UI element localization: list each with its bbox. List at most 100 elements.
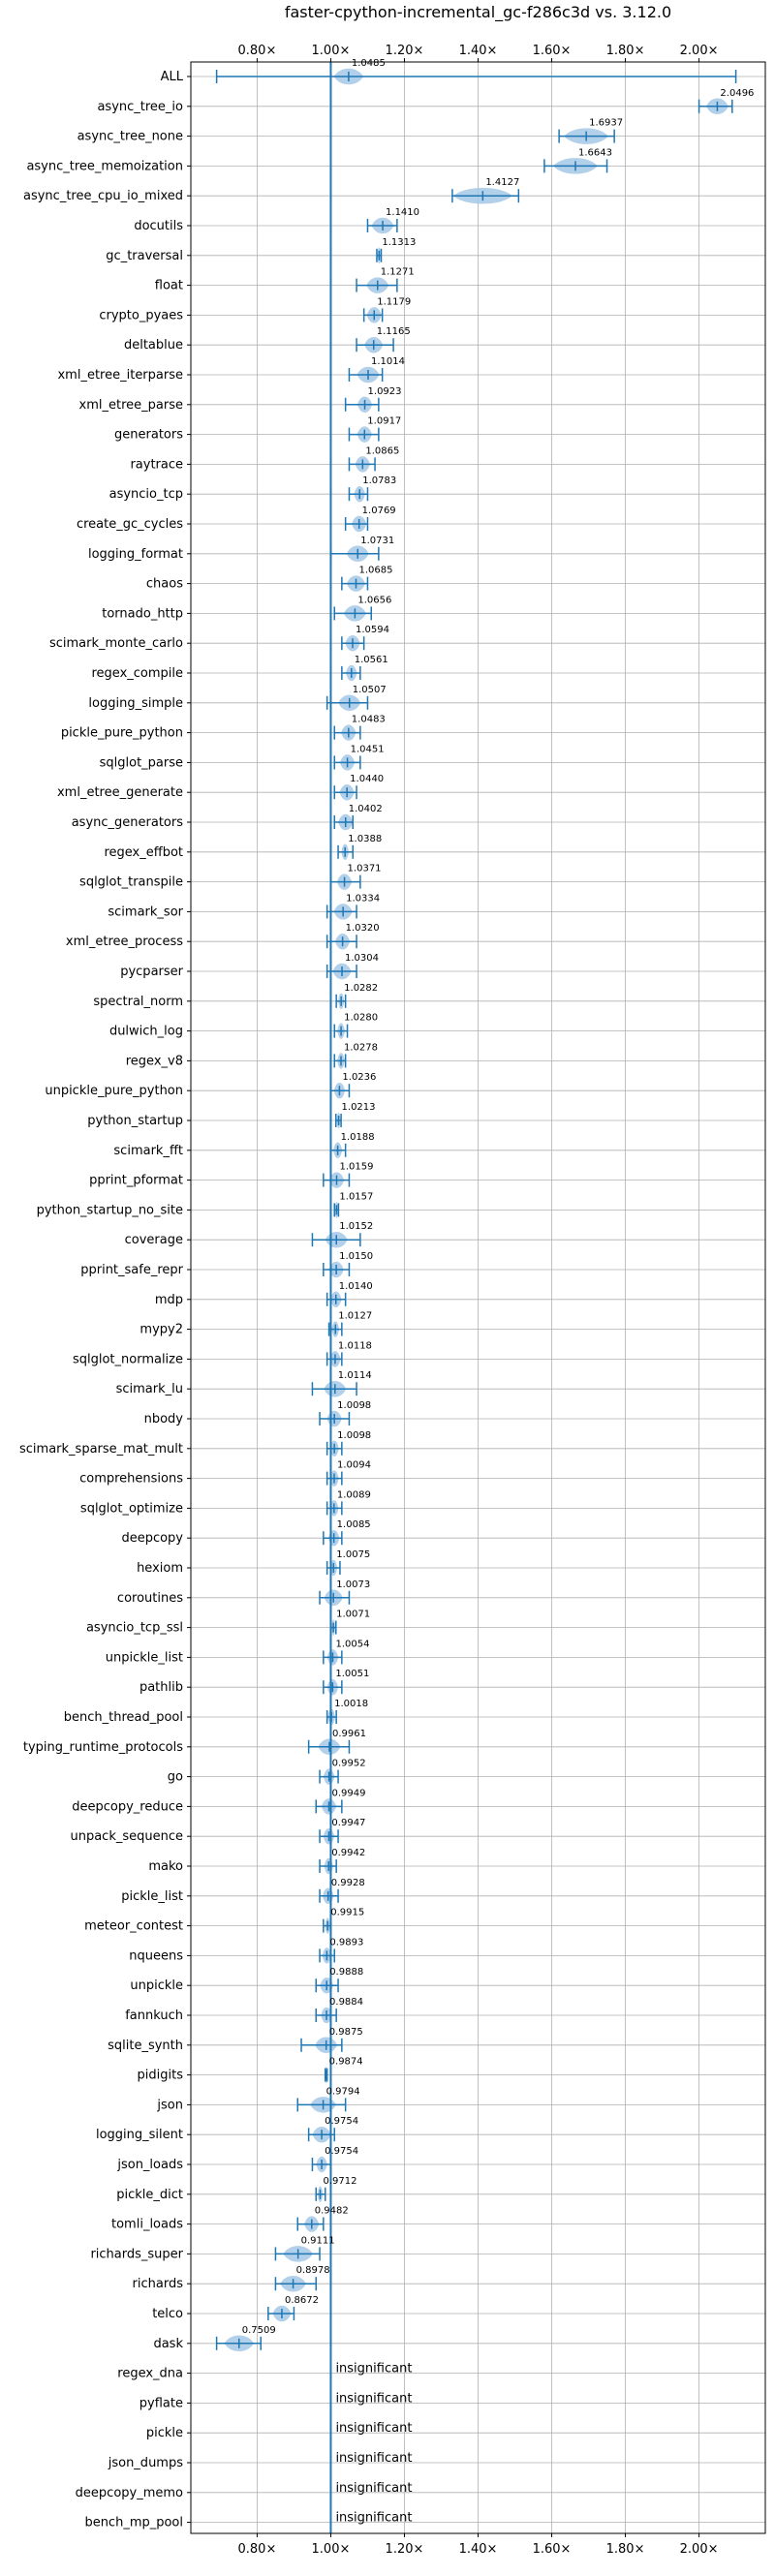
benchmark-value-label: 1.0304 (345, 953, 379, 964)
benchmark-value-label: 1.0282 (344, 983, 378, 994)
benchmark-name-label: python_startup_no_site (37, 1203, 183, 1217)
benchmark-value-label: 1.1179 (377, 296, 411, 307)
benchmark-name-label: pycparser (120, 965, 183, 979)
benchmark-name-label: asyncio_tcp_ssl (86, 1621, 183, 1636)
benchmark-value-label: 0.9942 (331, 1848, 365, 1858)
benchmark-value-label: 1.0594 (356, 625, 389, 635)
benchmark-value-label: 1.0152 (339, 1221, 373, 1232)
benchmark-value-label: 0.9952 (332, 1759, 366, 1769)
benchmark-value-label: 1.0865 (365, 445, 399, 456)
benchmark-name-label: scimark_monte_carlo (49, 636, 183, 651)
benchmark-name-label: pickle_pure_python (61, 726, 183, 741)
insignificant-label: insignificant (335, 2481, 412, 2496)
bottom-tick-label: 1.20× (386, 2542, 424, 2557)
benchmark-value-label: 0.9961 (332, 1729, 366, 1739)
benchmark-name-label: pyflate (140, 2396, 183, 2410)
bottom-tick-label: 1.60× (533, 2542, 572, 2557)
benchmark-value-label: 1.0073 (336, 1579, 370, 1590)
benchmark-name-label: typing_runtime_protocols (23, 1740, 183, 1755)
benchmark-name-label: bench_thread_pool (64, 1710, 183, 1725)
benchmark-name-label: tornado_http (102, 606, 183, 621)
benchmark-name-label: json (156, 2098, 183, 2112)
benchmark-value-label: 1.0071 (336, 1610, 370, 1620)
benchmark-name-label: tomli_loads (111, 2218, 183, 2232)
benchmark-value-label: 1.0402 (349, 804, 383, 814)
benchmark-name-label: sqlglot_parse (100, 755, 183, 770)
benchmark-name-label: async_tree_none (78, 130, 183, 144)
benchmark-value-label: 1.0089 (337, 1489, 371, 1500)
benchmark-value-label: 1.0054 (336, 1639, 370, 1649)
benchmark-value-label: 1.0485 (352, 58, 386, 69)
benchmark-value-label: 0.9482 (315, 2206, 349, 2217)
benchmark-name-label: logging_silent (96, 2128, 183, 2142)
benchmark-name-label: nbody (144, 1412, 184, 1426)
benchmark-name-label: dask (153, 2337, 183, 2351)
benchmark-name-label: regex_dna (117, 2367, 183, 2381)
benchmark-name-label: unpack_sequence (70, 1829, 183, 1844)
benchmark-value-label: 1.0371 (348, 864, 382, 874)
benchmark-name-label: pickle_list (121, 1889, 183, 1904)
benchmark-value-label: 0.8978 (296, 2265, 330, 2276)
benchmark-value-label: 1.0098 (337, 1430, 371, 1441)
error-bars (215, 70, 737, 2350)
benchmark-name-label: async_tree_cpu_io_mixed (23, 189, 183, 203)
benchmark-name-label: docutils (134, 219, 183, 233)
benchmark-name-label: json_dumps (108, 2456, 183, 2470)
benchmark-name-label: regex_effbot (104, 845, 183, 860)
benchmark-name-label: dulwich_log (109, 1025, 183, 1039)
benchmark-value-label: 1.1271 (381, 267, 415, 278)
benchmark-value-label: 0.9949 (332, 1788, 366, 1798)
top-tick-label: 1.60× (533, 44, 572, 58)
benchmark-name-label: telco (152, 2307, 183, 2321)
benchmark-name-label: xml_etree_generate (57, 785, 183, 800)
benchmark-value-label: 1.1014 (371, 356, 405, 367)
benchmark-value-label: 1.0094 (337, 1460, 371, 1471)
bottom-tick-label: 2.00× (680, 2542, 719, 2557)
benchmark-value-label: 0.9884 (329, 1997, 363, 2008)
bottom-tick-label: 1.40× (459, 2542, 498, 2557)
bottom-tick-label: 1.80× (606, 2542, 645, 2557)
benchmark-value-label: 1.0075 (336, 1549, 370, 1560)
benchmark-value-label: 1.0051 (335, 1669, 369, 1679)
benchmark-value-label: 1.0280 (344, 1013, 378, 1024)
benchmark-name-label: mypy2 (140, 1323, 183, 1337)
benchmark-value-label: 1.0507 (353, 685, 387, 695)
benchmark-name-label: generators (114, 428, 183, 443)
benchmark-value-label: 1.4127 (485, 177, 519, 188)
grid-lines (191, 62, 765, 2533)
benchmark-name-label: comprehensions (79, 1472, 183, 1487)
benchmark-name-label: logging_format (88, 547, 183, 562)
bottom-tick-label: 0.80× (238, 2542, 277, 2557)
benchmark-value-label: 1.0917 (367, 416, 401, 427)
benchmark-value-label: 1.0388 (348, 834, 382, 844)
benchmark-value-label: 1.0685 (358, 566, 392, 576)
benchmark-name-label: hexiom (137, 1561, 183, 1576)
benchmark-name-label: coroutines (117, 1591, 183, 1606)
insignificant-label: insignificant (335, 2511, 412, 2526)
benchmark-value-label: 1.0127 (338, 1311, 372, 1322)
benchmark-name-label: mdp (155, 1293, 183, 1307)
benchmark-name-label: deepcopy_reduce (72, 1799, 183, 1814)
benchmark-name-label: nqueens (129, 1948, 183, 1963)
benchmark-value-label: 1.1313 (382, 237, 416, 248)
benchmark-value-label: 1.0236 (342, 1072, 376, 1083)
benchmark-name-label: meteor_contest (84, 1919, 183, 1934)
benchmark-name-label: unpickle (130, 1978, 183, 1993)
benchmark-value-label: 1.0440 (350, 774, 384, 784)
benchmark-name-label: async_generators (72, 815, 184, 830)
benchmark-name-label: pidigits (138, 2069, 184, 2083)
benchmark-value-label: 1.0783 (362, 475, 396, 486)
benchmark-name-label: fannkuch (125, 2009, 183, 2023)
insignificant-label: insignificant (335, 2421, 412, 2436)
benchmark-value-label: 1.0769 (362, 506, 396, 516)
benchmark-name-label: ALL (161, 70, 184, 84)
benchmark-name-label: logging_simple (88, 696, 183, 711)
plot-frame (190, 61, 766, 2534)
benchmark-value-label: 1.0278 (344, 1042, 378, 1053)
benchmark-value-label: 1.0334 (346, 893, 380, 904)
top-tick-label: 0.80× (238, 44, 277, 58)
benchmark-name-label: xml_etree_parse (79, 398, 183, 413)
benchmark-name-label: pickle_dict (116, 2188, 183, 2202)
benchmark-name-label: richards_super (90, 2247, 183, 2261)
